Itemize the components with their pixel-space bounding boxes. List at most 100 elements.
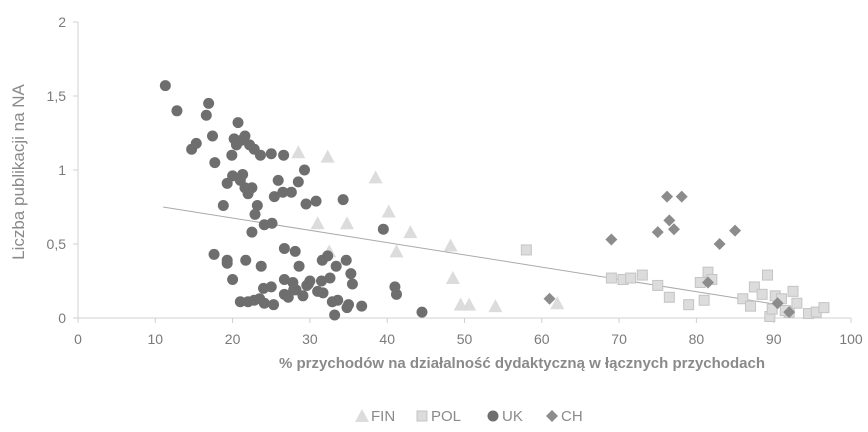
data-point-uk: [285, 186, 297, 198]
data-point-pol: [762, 269, 774, 281]
data-point-fin: [310, 216, 325, 230]
data-point-uk: [289, 245, 301, 257]
data-point-uk: [277, 186, 289, 198]
data-point-uk: [232, 117, 244, 129]
data-point-fin: [550, 296, 565, 310]
data-point-uk: [356, 300, 368, 312]
data-point-uk: [416, 306, 428, 318]
legend-marker-fin: [355, 409, 369, 422]
data-point-uk: [230, 139, 242, 151]
data-point-pol: [683, 299, 695, 311]
data-point-fin: [488, 299, 503, 313]
data-point-uk: [200, 109, 212, 121]
data-point-uk: [272, 174, 284, 186]
legend-marker-pol: [416, 410, 428, 422]
data-point-uk: [207, 130, 219, 142]
data-point-pol: [698, 294, 710, 306]
data-point-uk: [292, 176, 304, 188]
data-point-uk: [171, 105, 183, 117]
x-tick-label: 70: [611, 331, 627, 347]
data-point-uk: [288, 284, 300, 296]
x-tick-label: 100: [839, 331, 863, 347]
y-tick-label: 1,5: [47, 88, 67, 104]
data-point-uk: [234, 296, 246, 308]
data-point-pol: [748, 281, 760, 293]
data-point-uk: [278, 242, 290, 254]
data-point-ch: [783, 306, 796, 319]
y-tick-label: 2: [58, 14, 66, 30]
data-point-uk: [297, 290, 309, 302]
data-point-uk: [324, 272, 336, 284]
x-tick-label: 80: [689, 331, 705, 347]
data-point-uk: [310, 195, 322, 207]
data-point-ch: [667, 223, 680, 236]
data-point-ch: [713, 238, 726, 250]
data-point-fin: [443, 238, 458, 252]
series-ch: [543, 190, 796, 319]
x-tick-label: 60: [534, 331, 550, 347]
x-tick-label: 50: [457, 331, 473, 347]
data-point-uk: [266, 217, 278, 229]
data-point-fin: [403, 225, 418, 239]
data-point-uk: [268, 191, 280, 203]
data-point-pol: [663, 291, 675, 303]
legend-label-fin: FIN: [371, 408, 395, 425]
data-point-uk: [242, 296, 254, 308]
x-tick-label: 90: [766, 331, 782, 347]
x-tick-label: 0: [74, 331, 82, 347]
data-point-uk: [330, 260, 342, 272]
data-point-uk: [242, 188, 254, 200]
y-axis-title: Liczba publikacji na NA: [9, 83, 28, 259]
data-point-uk: [278, 274, 290, 286]
data-point-fin: [368, 170, 383, 184]
x-tick-label: 10: [148, 331, 164, 347]
data-point-uk: [278, 149, 290, 161]
x-tick-label: 40: [379, 331, 395, 347]
x-tick-label: 20: [225, 331, 241, 347]
data-point-fin: [462, 297, 477, 311]
data-point-pol: [652, 279, 664, 291]
data-point-ch: [701, 276, 714, 289]
y-tick-label: 1: [58, 162, 66, 178]
x-axis-title: % przychodów na działalność dydaktyczną …: [279, 355, 765, 372]
data-point-fin: [381, 204, 396, 218]
data-point-uk: [190, 137, 202, 149]
data-point-uk: [298, 164, 310, 176]
data-point-pol: [791, 297, 803, 309]
data-point-ch: [543, 292, 556, 305]
data-point-uk: [293, 260, 305, 272]
data-point-uk: [239, 130, 251, 142]
data-point-uk: [346, 278, 358, 290]
data-point-uk: [251, 200, 263, 212]
data-point-fin: [445, 271, 460, 285]
data-point-uk: [226, 149, 238, 161]
data-point-uk: [390, 288, 402, 300]
data-point-uk: [329, 309, 341, 321]
chart-frame: [77, 22, 851, 319]
data-point-uk: [208, 248, 220, 260]
trendline-layer: [162, 206, 797, 309]
data-point-uk: [203, 97, 215, 109]
data-point-uk: [159, 80, 171, 92]
data-point-uk: [258, 282, 270, 294]
data-point-pol: [766, 303, 778, 315]
data-point-uk: [254, 293, 266, 305]
data-point-uk: [217, 200, 229, 212]
data-point-uk: [315, 275, 327, 287]
series-pol: [520, 244, 830, 323]
data-point-uk: [322, 250, 334, 262]
y-tick-label: 0: [58, 310, 66, 326]
data-point-uk: [268, 299, 280, 311]
y-tick-label: 0,5: [47, 236, 67, 252]
data-point-uk: [377, 223, 389, 235]
data-point-ch: [729, 224, 742, 237]
x-tick-label: 30: [302, 331, 318, 347]
data-point-pol: [625, 272, 637, 284]
data-point-ch: [605, 233, 618, 246]
data-point-uk: [312, 285, 324, 297]
data-point-uk: [265, 148, 277, 160]
legend-marker-ch: [546, 410, 558, 422]
data-point-uk: [227, 170, 239, 182]
data-point-fin: [389, 244, 404, 258]
